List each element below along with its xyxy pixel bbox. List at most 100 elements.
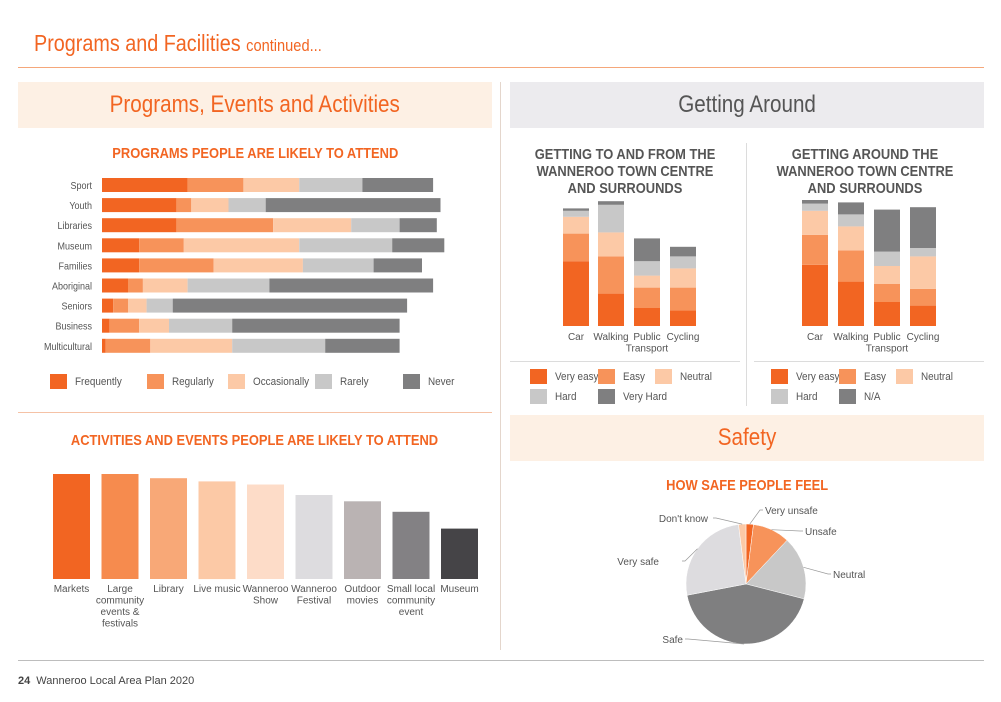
around-centre-category-label: Car bbox=[807, 332, 824, 343]
programs-bar-frequently bbox=[102, 278, 128, 293]
programs-category-label: Families bbox=[59, 261, 93, 273]
programs-bar-frequently bbox=[102, 258, 140, 273]
town-centre-bar-neutral bbox=[670, 268, 696, 288]
safety-leader-line bbox=[771, 529, 803, 532]
programs-bar-occasionally bbox=[243, 178, 300, 192]
town-centre-bar-very-easy bbox=[670, 310, 696, 326]
around-centre-bar-easy bbox=[874, 284, 900, 302]
section-getting-around-title: Getting Around bbox=[678, 91, 816, 118]
activity-label: Large community events & festivals bbox=[96, 584, 144, 630]
town-centre-bar-hard bbox=[634, 261, 660, 276]
around-centre-legend-rule bbox=[754, 361, 984, 362]
legend-item-neutral: Neutral bbox=[896, 369, 956, 384]
legend-item-n-a: N/A bbox=[839, 389, 882, 404]
safety-label-neutral: Neutral bbox=[833, 570, 865, 581]
around-centre-bar-very-easy bbox=[910, 305, 936, 326]
legend-swatch bbox=[839, 369, 856, 384]
programs-bar-frequently bbox=[102, 238, 140, 253]
programs-category-label: Libraries bbox=[58, 221, 93, 233]
around-centre-bar-very-easy bbox=[874, 302, 900, 326]
legend-item-very-easy: Very easy bbox=[771, 369, 844, 384]
safety-label-unsafe: Unsafe bbox=[805, 527, 837, 538]
programs-bar-rarely bbox=[299, 238, 393, 253]
programs-bar-occasionally bbox=[139, 318, 169, 333]
safety-leader-line bbox=[713, 517, 743, 525]
programs-category-label: Sport bbox=[71, 181, 93, 193]
safety-slice-safe bbox=[686, 583, 805, 645]
town-centre-category-label: Walking bbox=[593, 332, 628, 343]
activity-label: Library bbox=[153, 584, 184, 595]
programs-bar-never bbox=[392, 238, 445, 253]
programs-bar-rarely bbox=[146, 298, 173, 313]
activity-label: Wanneroo Festival bbox=[291, 584, 337, 607]
programs-bar-occasionally bbox=[150, 338, 233, 353]
programs-bar-never bbox=[172, 298, 408, 313]
activity-label: Markets bbox=[54, 584, 90, 595]
document-name: Wanneroo Local Area Plan 2020 bbox=[36, 675, 195, 687]
town-centre-category-label: Car bbox=[568, 332, 585, 343]
around-centre-bar-n-a bbox=[802, 200, 828, 204]
legend-item-easy: Easy bbox=[598, 369, 647, 384]
footer-rule bbox=[18, 660, 984, 661]
town-centre-bar-easy bbox=[598, 256, 624, 294]
programs-bar-frequently bbox=[102, 218, 177, 233]
legend-swatch bbox=[598, 389, 615, 404]
programs-bar-rarely bbox=[351, 218, 400, 233]
page-title-text: Programs and Facilities bbox=[34, 30, 241, 56]
legend-swatch bbox=[655, 369, 672, 384]
legend-label: Never bbox=[428, 375, 455, 388]
programs-bar-rarely bbox=[169, 318, 233, 333]
programs-bar-rarely bbox=[228, 198, 266, 213]
town-centre-bar-very-easy bbox=[563, 261, 589, 326]
programs-bar-frequently bbox=[102, 318, 110, 333]
section-safety-title: Safety bbox=[717, 424, 777, 451]
safety-leader-line bbox=[685, 638, 745, 645]
activity-label: Small local community event bbox=[387, 584, 435, 618]
legend-item-frequently: Frequently bbox=[50, 374, 127, 389]
around-centre-bar-easy bbox=[838, 250, 864, 282]
activity-bar-large-community-events-festivals bbox=[101, 474, 139, 579]
legend-label: Occasionally bbox=[253, 375, 310, 388]
legend-item-very-hard: Very Hard bbox=[598, 389, 672, 404]
around-centre-category-label: Cycling bbox=[907, 332, 940, 343]
around-centre-bar-very-easy bbox=[838, 281, 864, 326]
getting-around-divider bbox=[746, 143, 747, 406]
programs-bar-regularly bbox=[113, 298, 129, 313]
activity-bar-wanneroo-show bbox=[247, 484, 284, 579]
programs-divider bbox=[18, 412, 492, 413]
activity-label: Wanneroo Show bbox=[243, 584, 289, 607]
legend-item-hard: Hard bbox=[771, 389, 820, 404]
column-divider bbox=[500, 82, 501, 650]
programs-bar-regularly bbox=[187, 178, 244, 192]
legend-label: Very easy bbox=[796, 370, 840, 383]
programs-bar-regularly bbox=[176, 198, 192, 213]
town-centre-bar-neutral bbox=[634, 275, 660, 288]
town-centre-bar-very-hard bbox=[598, 201, 624, 205]
activity-bar-live-music bbox=[198, 481, 236, 580]
town-centre-bar-easy bbox=[563, 233, 589, 262]
legend-swatch bbox=[50, 374, 67, 389]
legend-swatch bbox=[530, 389, 547, 404]
programs-bar-regularly bbox=[105, 338, 151, 353]
safety-label-very-safe: Very safe bbox=[617, 557, 659, 568]
safety-leader-line bbox=[803, 566, 831, 575]
programs-bar-occasionally bbox=[273, 218, 352, 233]
activity-bar-museum bbox=[441, 528, 478, 579]
activities-chart-title: ACTIVITIES AND EVENTS PEOPLE ARE LIKELY … bbox=[71, 432, 439, 449]
legend-label: Easy bbox=[864, 370, 887, 383]
activity-bar-markets bbox=[53, 474, 90, 579]
safety-label-safe: Safe bbox=[662, 635, 683, 646]
safety-chart-title: HOW SAFE PEOPLE FEEL bbox=[665, 477, 828, 494]
programs-bar-never bbox=[362, 178, 434, 192]
around-centre-bar-n-a bbox=[838, 202, 864, 215]
programs-category-label: Business bbox=[56, 321, 93, 333]
header-rule bbox=[18, 67, 984, 68]
legend-swatch bbox=[530, 369, 547, 384]
programs-chart-title: PROGRAMS PEOPLE ARE LIKELY TO ATTEND bbox=[111, 145, 398, 162]
around-centre-bar-hard bbox=[838, 214, 864, 227]
programs-bar-regularly bbox=[139, 238, 184, 253]
programs-bar-never bbox=[373, 258, 422, 273]
around-centre-bar-neutral bbox=[874, 266, 900, 284]
